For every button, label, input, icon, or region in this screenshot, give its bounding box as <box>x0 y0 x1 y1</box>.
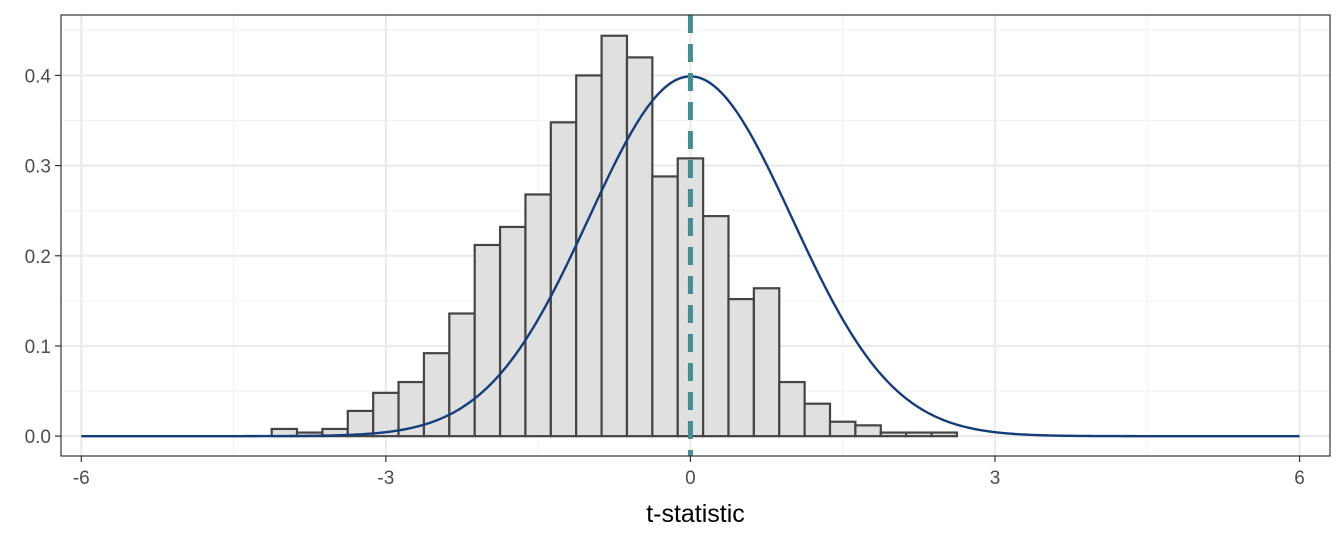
histogram-bar <box>727 297 755 438</box>
histogram-bar <box>702 215 730 438</box>
histogram-bar <box>575 74 603 438</box>
x-axis-title: t-statistic <box>646 500 745 528</box>
histogram-bar <box>930 431 959 438</box>
histogram-bars <box>270 34 959 438</box>
histogram-bar <box>854 424 882 438</box>
x-tick-label: 0 <box>685 468 696 489</box>
histogram-bar <box>905 431 933 438</box>
x-tick-label: -6 <box>73 468 90 489</box>
histogram-bar <box>778 380 806 438</box>
histogram-bar <box>372 391 400 438</box>
y-tick-label: 0.1 <box>25 337 51 358</box>
histogram-bar <box>397 380 426 438</box>
histogram-bar <box>448 312 476 438</box>
panel-border <box>60 14 1331 457</box>
y-tick-label: 0.3 <box>25 157 51 178</box>
y-tick-label: 0.2 <box>25 247 51 268</box>
x-tick-label: -3 <box>377 468 394 489</box>
histogram-bar <box>625 56 654 438</box>
y-tick-label: 0.4 <box>25 66 52 87</box>
histogram-bar <box>752 287 781 438</box>
histogram-bar <box>879 431 908 438</box>
x-tick-label: 6 <box>1294 468 1305 489</box>
histogram-bar <box>651 175 679 438</box>
histogram-bar <box>803 402 832 438</box>
y-axis: 0.0 0.1 0.2 0.3 0.4 <box>25 66 61 448</box>
histogram-bar <box>524 193 552 438</box>
histogram-bar <box>600 34 629 438</box>
histogram-bar <box>498 225 527 438</box>
histogram-bar <box>828 420 857 438</box>
histogram-bar <box>473 243 502 438</box>
histogram-bar <box>346 409 375 438</box>
x-axis: -6 -3 0 3 6 <box>73 456 1305 489</box>
x-tick-label: 3 <box>990 468 1001 489</box>
y-tick-label: 0.0 <box>25 427 51 448</box>
histogram-bar <box>549 121 578 438</box>
